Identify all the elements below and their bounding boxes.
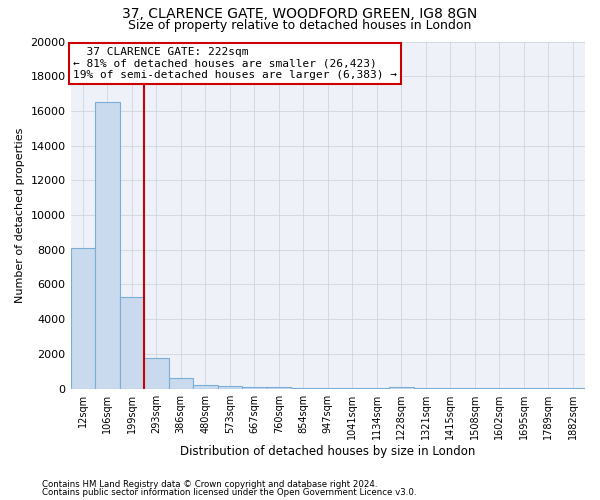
Bar	[119, 296, 144, 388]
Bar	[193, 385, 218, 388]
Y-axis label: Number of detached properties: Number of detached properties	[15, 128, 25, 302]
Bar	[144, 358, 169, 388]
Text: Contains HM Land Registry data © Crown copyright and database right 2024.: Contains HM Land Registry data © Crown c…	[42, 480, 377, 489]
Text: Size of property relative to detached houses in London: Size of property relative to detached ho…	[128, 18, 472, 32]
Text: 37, CLARENCE GATE, WOODFORD GREEN, IG8 8GN: 37, CLARENCE GATE, WOODFORD GREEN, IG8 8…	[122, 8, 478, 22]
Bar	[266, 387, 291, 388]
Text: Contains public sector information licensed under the Open Government Licence v3: Contains public sector information licen…	[42, 488, 416, 497]
X-axis label: Distribution of detached houses by size in London: Distribution of detached houses by size …	[180, 444, 475, 458]
Text: 37 CLARENCE GATE: 222sqm
← 81% of detached houses are smaller (26,423)
19% of se: 37 CLARENCE GATE: 222sqm ← 81% of detach…	[73, 46, 397, 80]
Bar	[169, 378, 193, 388]
Bar	[218, 386, 242, 388]
Bar	[242, 387, 266, 388]
Bar	[95, 102, 119, 389]
Bar	[71, 248, 95, 388]
